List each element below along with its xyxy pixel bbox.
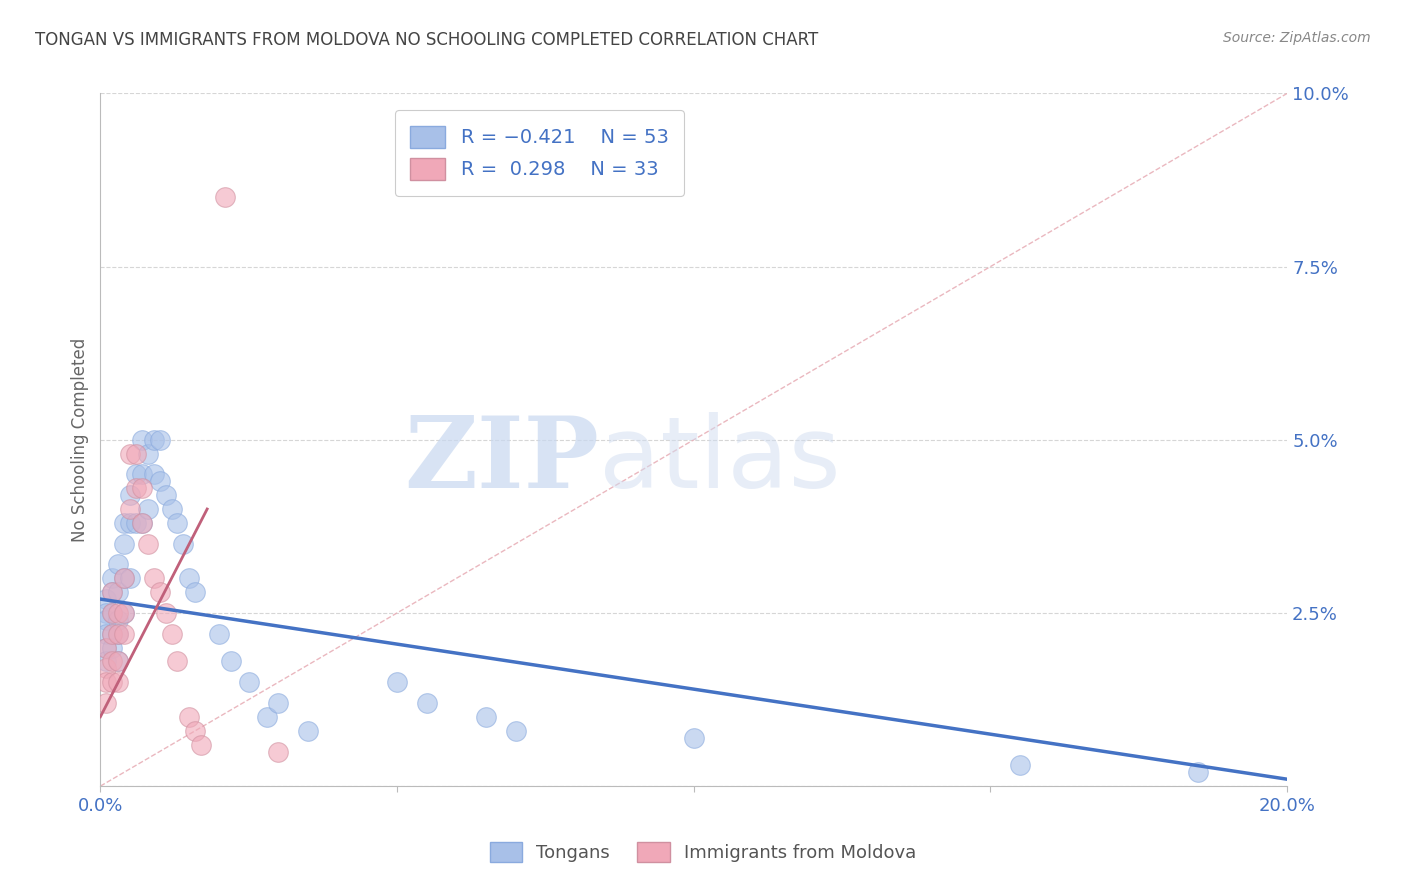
Point	[96, 655, 118, 669]
Point	[238, 675, 260, 690]
Point	[101, 585, 124, 599]
Point	[136, 502, 159, 516]
Point	[112, 536, 135, 550]
Point	[118, 516, 141, 530]
Point	[107, 626, 129, 640]
Point	[107, 558, 129, 572]
Point	[112, 606, 135, 620]
Point	[101, 626, 124, 640]
Point	[107, 655, 129, 669]
Point	[149, 475, 172, 489]
Point	[160, 502, 183, 516]
Point	[1010, 758, 1032, 772]
Point	[125, 467, 148, 482]
Point	[184, 585, 207, 599]
Point	[385, 675, 408, 690]
Point	[131, 433, 153, 447]
Point	[118, 488, 141, 502]
Point	[96, 640, 118, 655]
Point	[184, 723, 207, 738]
Point	[96, 640, 118, 655]
Point	[131, 467, 153, 482]
Point	[112, 571, 135, 585]
Text: atlas: atlas	[599, 412, 841, 509]
Point	[96, 606, 118, 620]
Point	[101, 626, 124, 640]
Point	[101, 655, 124, 669]
Legend: R = −0.421    N = 53, R =  0.298    N = 33: R = −0.421 N = 53, R = 0.298 N = 33	[395, 110, 685, 195]
Point	[256, 710, 278, 724]
Point	[101, 640, 124, 655]
Point	[107, 585, 129, 599]
Point	[267, 744, 290, 758]
Point	[107, 613, 129, 627]
Point	[107, 655, 129, 669]
Point	[112, 516, 135, 530]
Point	[149, 433, 172, 447]
Point	[142, 571, 165, 585]
Point	[475, 710, 498, 724]
Legend: Tongans, Immigrants from Moldova: Tongans, Immigrants from Moldova	[482, 834, 924, 870]
Point	[179, 710, 201, 724]
Point	[682, 731, 704, 745]
Point	[416, 696, 439, 710]
Point	[142, 433, 165, 447]
Point	[118, 447, 141, 461]
Point	[96, 626, 118, 640]
Text: TONGAN VS IMMIGRANTS FROM MOLDOVA NO SCHOOLING COMPLETED CORRELATION CHART: TONGAN VS IMMIGRANTS FROM MOLDOVA NO SCH…	[35, 31, 818, 49]
Point	[219, 655, 242, 669]
Point	[112, 626, 135, 640]
Point	[214, 190, 236, 204]
Point	[101, 571, 124, 585]
Point	[96, 592, 118, 607]
Point	[125, 447, 148, 461]
Point	[136, 536, 159, 550]
Point	[101, 675, 124, 690]
Point	[112, 571, 135, 585]
Point	[131, 516, 153, 530]
Point	[190, 738, 212, 752]
Point	[131, 481, 153, 495]
Point	[131, 516, 153, 530]
Point	[155, 488, 177, 502]
Point	[166, 655, 188, 669]
Point	[118, 502, 141, 516]
Point	[96, 661, 118, 675]
Point	[101, 606, 124, 620]
Point	[179, 571, 201, 585]
Point	[267, 696, 290, 710]
Point	[112, 606, 135, 620]
Point	[297, 723, 319, 738]
Point	[142, 467, 165, 482]
Point	[107, 606, 129, 620]
Y-axis label: No Schooling Completed: No Schooling Completed	[72, 338, 89, 541]
Point	[172, 536, 194, 550]
Point	[107, 626, 129, 640]
Point	[101, 606, 124, 620]
Point	[101, 585, 124, 599]
Point	[107, 675, 129, 690]
Point	[208, 626, 231, 640]
Point	[505, 723, 527, 738]
Point	[96, 696, 118, 710]
Text: Source: ZipAtlas.com: Source: ZipAtlas.com	[1223, 31, 1371, 45]
Point	[1187, 765, 1209, 780]
Point	[155, 606, 177, 620]
Point	[166, 516, 188, 530]
Point	[149, 585, 172, 599]
Point	[118, 571, 141, 585]
Point	[125, 481, 148, 495]
Point	[96, 675, 118, 690]
Point	[136, 447, 159, 461]
Point	[96, 613, 118, 627]
Point	[160, 626, 183, 640]
Text: ZIP: ZIP	[404, 412, 599, 509]
Point	[125, 516, 148, 530]
